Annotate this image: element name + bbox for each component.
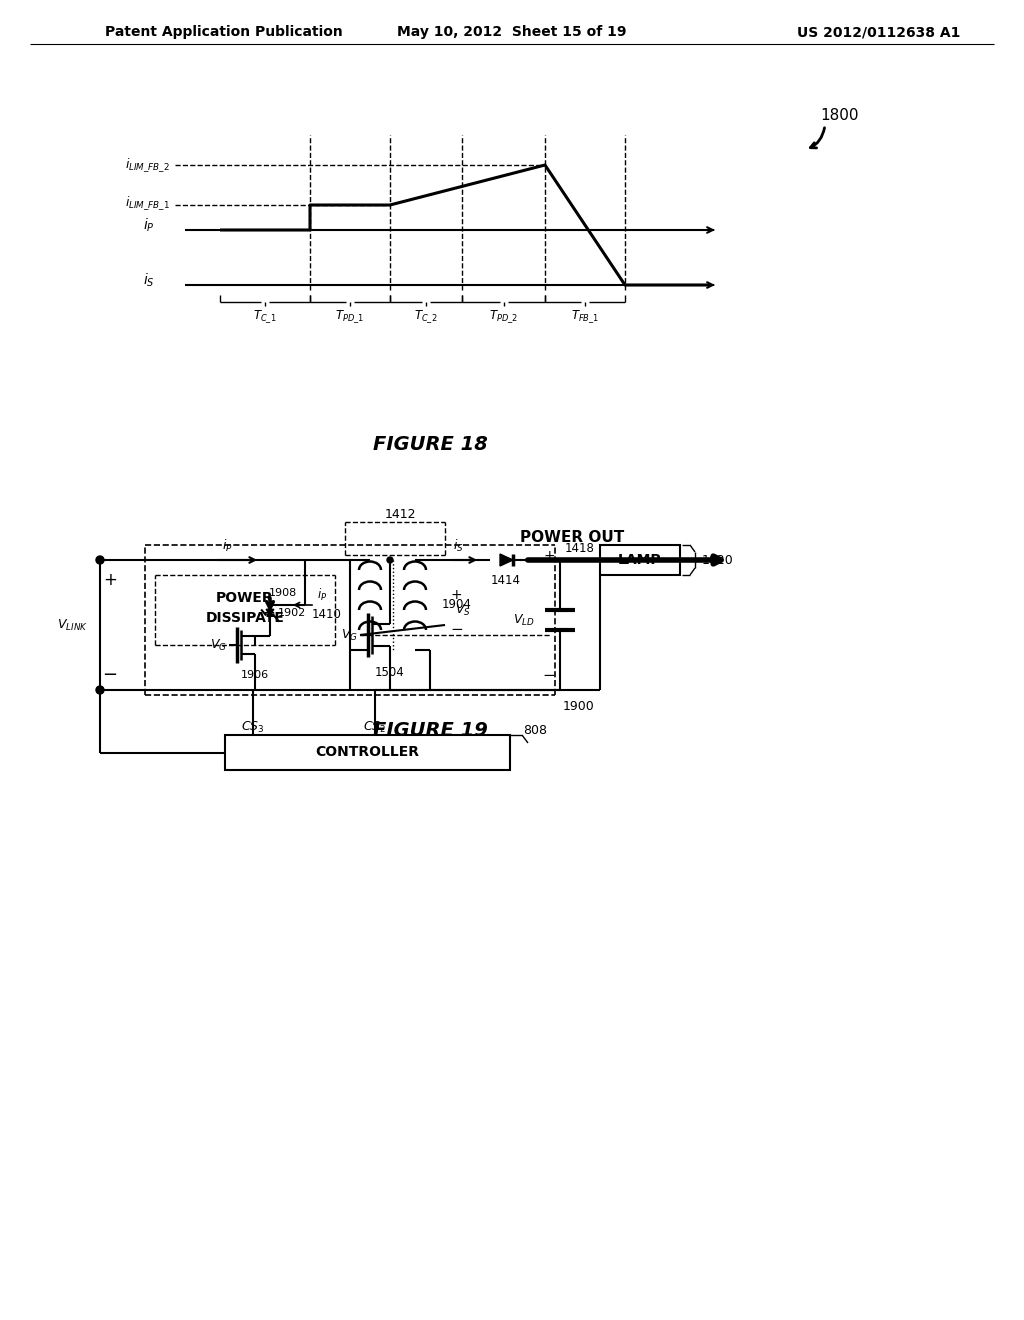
Text: $i_{LIM\_FB\_2}$: $i_{LIM\_FB\_2}$	[125, 156, 170, 174]
Circle shape	[387, 557, 393, 564]
Text: 1900: 1900	[563, 701, 595, 714]
Text: +: +	[103, 572, 117, 589]
Text: 1418: 1418	[565, 541, 595, 554]
Text: $i_P$: $i_P$	[222, 539, 232, 554]
Bar	[600, 545, 680, 576]
Text: $CS_3$: $CS_3$	[242, 719, 265, 734]
Text: $V_{LINK}$: $V_{LINK}$	[57, 618, 88, 632]
Text: 1410: 1410	[312, 609, 342, 622]
Text: US 2012/0112638 A1: US 2012/0112638 A1	[797, 25, 961, 40]
Text: $i_P$: $i_P$	[317, 587, 328, 603]
Text: POWER OUT: POWER OUT	[520, 531, 625, 545]
Text: 1800: 1800	[820, 107, 858, 123]
Text: $i_S$: $i_S$	[453, 539, 464, 554]
Text: $i_S$: $i_S$	[143, 272, 155, 289]
Text: 1904: 1904	[442, 598, 472, 611]
Text: 1020: 1020	[702, 553, 734, 566]
Text: DISSIPATE: DISSIPATE	[206, 611, 285, 624]
Text: 1902: 1902	[278, 607, 306, 618]
Text: 808: 808	[523, 723, 547, 737]
Text: $i_{LIM\_FB\_1}$: $i_{LIM\_FB\_1}$	[125, 194, 170, 213]
Text: FIGURE 19: FIGURE 19	[373, 721, 487, 739]
Text: $i_P$: $i_P$	[143, 216, 155, 234]
Text: 1504: 1504	[375, 665, 404, 678]
Text: $T_{PD\_2}$: $T_{PD\_2}$	[489, 308, 518, 325]
Text: Patent Application Publication: Patent Application Publication	[105, 25, 343, 40]
Text: $V_S$: $V_S$	[455, 602, 471, 618]
Text: $V_G$: $V_G$	[210, 638, 227, 652]
Circle shape	[96, 556, 104, 564]
Text: $V_G$: $V_G$	[341, 627, 358, 643]
Text: −: −	[543, 668, 555, 684]
Text: +: +	[544, 549, 555, 564]
Text: −: −	[450, 623, 463, 638]
Text: FIGURE 18: FIGURE 18	[373, 436, 487, 454]
Bar	[225, 735, 510, 770]
Text: −: −	[102, 667, 118, 684]
Polygon shape	[500, 554, 513, 566]
Text: +: +	[450, 587, 462, 602]
Polygon shape	[266, 610, 273, 615]
Text: LAMP: LAMP	[618, 553, 662, 568]
Text: 1414: 1414	[490, 573, 521, 586]
Text: May 10, 2012  Sheet 15 of 19: May 10, 2012 Sheet 15 of 19	[397, 25, 627, 40]
Text: $CS_2$: $CS_2$	[364, 719, 387, 734]
Text: 1412: 1412	[384, 507, 416, 520]
Text: $T_{C\_1}$: $T_{C\_1}$	[253, 308, 276, 325]
Text: 1906: 1906	[241, 671, 269, 680]
Text: $V_{LD}$: $V_{LD}$	[513, 612, 535, 627]
Text: CONTROLLER: CONTROLLER	[315, 746, 420, 759]
Circle shape	[96, 686, 104, 694]
Text: POWER: POWER	[216, 591, 273, 605]
Text: $T_{FB\_1}$: $T_{FB\_1}$	[571, 308, 599, 325]
Text: $T_{PD\_1}$: $T_{PD\_1}$	[336, 308, 365, 325]
Text: $T_{C\_2}$: $T_{C\_2}$	[415, 308, 437, 325]
Text: 1908: 1908	[268, 587, 297, 598]
